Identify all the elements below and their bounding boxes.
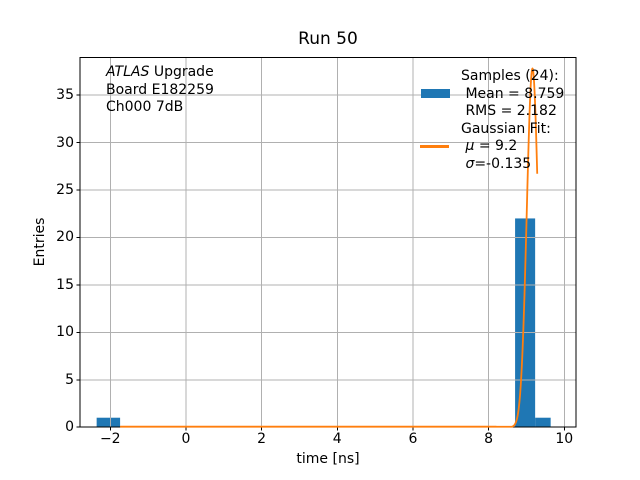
x-tick-label: 6: [408, 431, 418, 447]
x-axis-label: time [ns]: [296, 451, 360, 467]
legend-row: Mean = 8.759: [0, 85, 640, 103]
legend-row: RMS = 2.182: [0, 102, 640, 120]
x-tick-label: 10: [555, 431, 574, 447]
annotation-line: Board E182259: [106, 82, 214, 100]
x-tick-label: −2: [99, 431, 121, 447]
text: Upgrade: [149, 64, 214, 80]
y-tick-label: 35: [56, 87, 74, 104]
histogram-bar: [515, 218, 536, 428]
annotation-block: ATLAS Upgrade Board E182259 Ch000 7dB: [106, 64, 214, 117]
legend-label: Mean = 8.759: [461, 85, 564, 103]
y-tick-label: 0: [65, 419, 74, 436]
histogram-bar: [96, 417, 121, 428]
y-tick-label: 15: [56, 276, 74, 293]
legend-label: RMS = 2.182: [461, 102, 557, 120]
legend-row: Samples (24):: [0, 67, 640, 85]
x-tick-label: 8: [484, 431, 494, 447]
y-tick-label: 5: [65, 371, 74, 388]
gaussian-fit-curve: [120, 67, 539, 428]
y-tick-label: 25: [56, 181, 74, 198]
y-tick-label: 30: [56, 134, 74, 151]
text: = 9.2: [474, 138, 518, 155]
annotation-line: ATLAS Upgrade: [106, 64, 214, 82]
text: Samples (24):: [461, 68, 559, 84]
legend-label: μ = 9.2: [461, 137, 517, 155]
legend-row: σ=-0.135: [0, 155, 640, 173]
italic-text: σ: [465, 156, 475, 172]
text: Ch000 7dB: [106, 99, 184, 115]
text: Board E182259: [106, 81, 214, 98]
histogram-bar: [535, 417, 551, 428]
legend-label: Gaussian Fit:: [461, 120, 551, 138]
text: Mean = 8.759: [465, 85, 565, 102]
chart-title: Run 50: [298, 29, 358, 49]
text: RMS = 2.182: [465, 103, 557, 120]
legend-label: Samples (24):: [461, 67, 559, 85]
annotation-line: Ch000 7dB: [106, 99, 214, 117]
legend-row: μ = 9.2: [0, 137, 640, 155]
italic-text: μ: [465, 138, 475, 155]
legend-patch-handle: [421, 89, 450, 99]
x-tick-label: 0: [181, 431, 191, 447]
x-tick-label: 4: [332, 431, 342, 447]
legend-label: σ=-0.135: [461, 155, 531, 173]
y-tick-label: 10: [56, 324, 74, 341]
y-tick-label: 20: [56, 229, 74, 246]
italic-text: ATLAS: [106, 64, 150, 80]
text: Gaussian Fit:: [461, 120, 551, 137]
legend-line-handle: [420, 145, 449, 148]
x-tick-label: 2: [257, 431, 267, 447]
text: =-0.135: [474, 156, 532, 172]
legend-row: Gaussian Fit:: [0, 120, 640, 138]
